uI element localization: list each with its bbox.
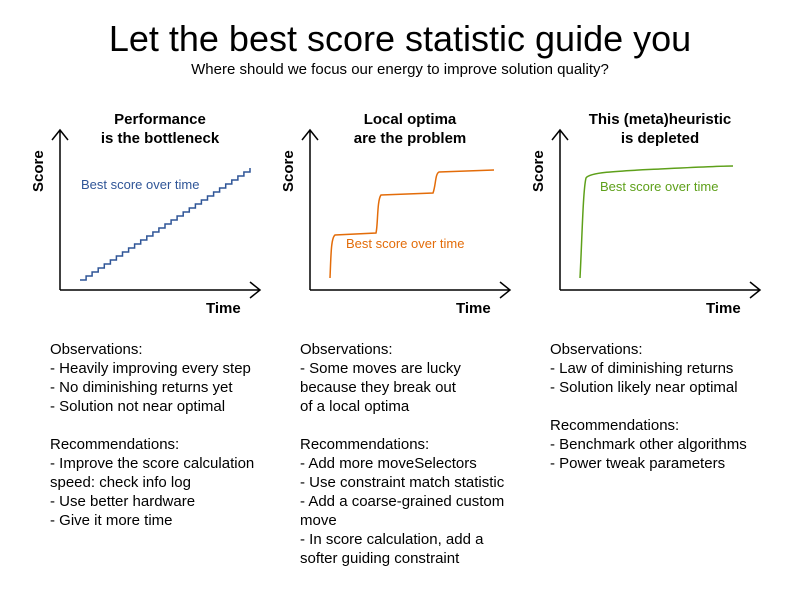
panel-1-x-axis-label: Time — [206, 300, 241, 317]
recommendation-item: - In score calculation, add a — [300, 531, 484, 548]
panel-2-title: Local optima are the problem — [290, 110, 530, 148]
recommendation-item: - Use better hardware — [50, 493, 196, 510]
panel-1-y-axis-label: Score — [30, 150, 47, 192]
recommendation-item: - Benchmark other algorithms — [550, 436, 747, 453]
panel-3-curve-label: Best score over time — [600, 179, 719, 194]
curve-depleted — [579, 165, 734, 279]
recommendation-item: move — [300, 512, 337, 529]
panel-3-title-line-2: is depleted — [620, 130, 700, 147]
axes-panel-1 — [51, 128, 262, 299]
observation-item: - Heavily improving every step — [50, 360, 251, 377]
panel-2-title-line-1: Local optima — [363, 111, 457, 128]
observation-item: - Solution not near optimal — [50, 398, 226, 415]
panel-2-y-axis-label: Score — [280, 150, 297, 192]
panel-2-notes: Observations: - Some moves are lucky bec… — [300, 340, 540, 568]
axes-panel-2 — [301, 128, 512, 299]
recommendation-item: - Use constraint match statistic — [300, 474, 505, 491]
observation-item: because they break out — [300, 379, 456, 396]
observation-item: - Some moves are lucky — [300, 360, 461, 377]
recommendation-item: - Power tweak parameters — [550, 455, 726, 472]
recommendations-heading: Recommendations: — [50, 436, 180, 453]
panel-3-x-axis-label: Time — [706, 300, 741, 317]
observations-heading: Observations: — [550, 341, 643, 358]
observations-heading: Observations: — [300, 341, 393, 358]
recommendation-item: - Give it more time — [50, 512, 173, 529]
panel-3-title-line-1: This (meta)heuristic — [588, 111, 732, 128]
panel-2-title-line-2: are the problem — [353, 130, 467, 147]
observation-item: - No diminishing returns yet — [50, 379, 233, 396]
recommendation-item: - Add more moveSelectors — [300, 455, 477, 472]
curve-performance — [80, 168, 251, 281]
panel-2-curve-label: Best score over time — [346, 236, 465, 251]
panel-3-title: This (meta)heuristic is depleted — [540, 110, 780, 148]
observations-heading: Observations: — [50, 341, 143, 358]
observation-item: - Law of diminishing returns — [550, 360, 734, 377]
observation-item: - Solution likely near optimal — [550, 379, 738, 396]
panel-1-title-line-2: is the bottleneck — [100, 130, 220, 147]
recommendations-heading: Recommendations: — [300, 436, 430, 453]
page-title: Let the best score statistic guide you — [108, 18, 692, 59]
panel-3-y-axis-label: Score — [530, 150, 547, 192]
axes-panel-3 — [551, 128, 762, 299]
recommendation-item: softer guiding constraint — [300, 550, 460, 567]
recommendations-heading: Recommendations: — [550, 417, 680, 434]
observation-item: of a local optima — [300, 398, 410, 415]
page-subtitle: Where should we focus our energy to impr… — [191, 61, 609, 78]
panel-1-title: Performance is the bottleneck — [40, 110, 280, 148]
panel-1-title-line-1: Performance — [114, 111, 206, 128]
recommendation-item: - Improve the score calculation — [50, 455, 255, 472]
panel-1-curve-label: Best score over time — [81, 177, 200, 192]
recommendation-item: - Add a coarse-grained custom — [300, 493, 505, 510]
panel-2-x-axis-label: Time — [456, 300, 491, 317]
panel-1-notes: Observations: - Heavily improving every … — [50, 340, 290, 530]
curve-local-optima — [329, 169, 495, 279]
recommendation-item: speed: check info log — [50, 474, 191, 491]
panel-3-notes: Observations: - Law of diminishing retur… — [550, 340, 790, 473]
